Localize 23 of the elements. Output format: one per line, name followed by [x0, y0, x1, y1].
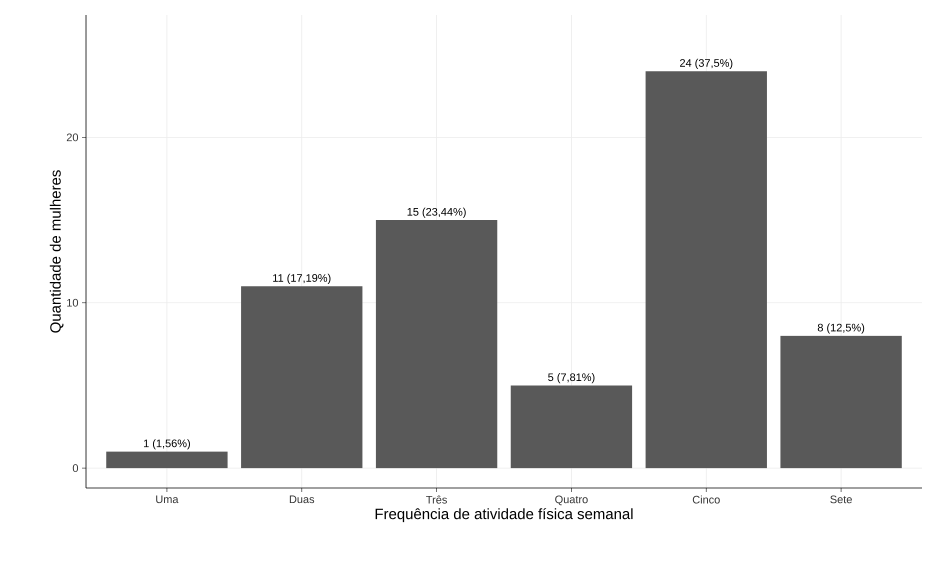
- x-tick-label: Duas: [290, 496, 314, 504]
- y-axis-title: Quantidade de mulheres: [50, 170, 64, 333]
- y-tick-label: 0: [72, 464, 78, 472]
- x-tick-label: Quatro: [555, 496, 588, 506]
- data-label: 11 (17,19%): [273, 274, 330, 284]
- data-label: 5 (7,81%): [548, 373, 594, 384]
- data-label: 1 (1,56%): [144, 439, 190, 450]
- x-tick-label: Três: [426, 496, 447, 504]
- bar: [646, 71, 767, 468]
- data-label: 15 (23,44%): [408, 208, 466, 218]
- bar: [376, 220, 498, 468]
- x-tick-label: Cinco: [692, 496, 720, 504]
- bar: [510, 385, 632, 468]
- bar: [241, 286, 362, 468]
- x-tick-label: Uma: [156, 496, 178, 504]
- y-tick-label: 20: [66, 134, 78, 142]
- x-tick-label: Sete: [830, 496, 852, 504]
- bar: [106, 452, 228, 468]
- x-axis-title: Frequência de atividade física semanal: [376, 508, 633, 522]
- bar: [780, 336, 902, 468]
- data-label: 8 (12,5%): [818, 323, 864, 334]
- y-tick-label: 10: [67, 298, 78, 307]
- data-label: 24 (37,5%): [680, 58, 732, 70]
